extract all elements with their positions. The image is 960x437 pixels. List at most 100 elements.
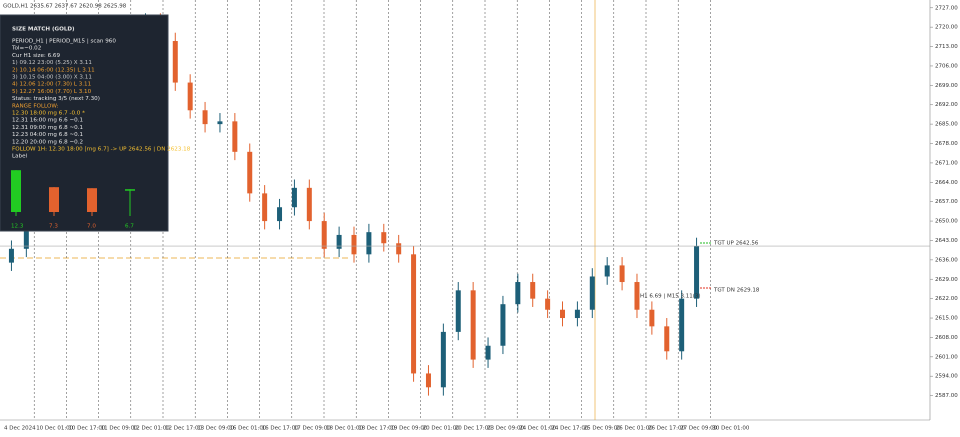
x-tick-label: 12 Dec 01:00 [133, 426, 170, 432]
y-tick-label: 2657.00 [935, 199, 958, 205]
x-tick-label: 26 Dec 17:00 [648, 426, 685, 432]
candle-body [560, 309, 566, 319]
y-tick-label: 2699.00 [935, 83, 958, 89]
candle-body [664, 326, 670, 352]
candle-body [336, 234, 342, 249]
candle-body [291, 187, 297, 208]
x-tick-label: 10 Dec 01:00 [36, 426, 73, 432]
y-tick-label: 2608.00 [935, 335, 958, 341]
x-tick-label: 16 Dec 01:00 [229, 426, 266, 432]
candle-body [277, 207, 283, 222]
candle-body [500, 304, 506, 346]
y-tick-label: 2685.00 [935, 122, 958, 128]
candle-body [306, 187, 312, 222]
y-tick-label: 2720.00 [935, 25, 958, 31]
candle-body [485, 345, 491, 360]
y-tick-label: 2615.00 [935, 316, 958, 322]
panel-line: Status: tracking 3/5 (next 7.30) [12, 96, 100, 102]
candle-body [172, 41, 178, 83]
x-tick-label: 20 Dec 17:00 [455, 426, 492, 432]
y-tick-label: 2671.00 [935, 160, 958, 166]
candle-body [440, 331, 446, 388]
y-tick-label: 2629.00 [935, 277, 958, 283]
candle-body [202, 110, 208, 125]
candle-body [530, 282, 536, 299]
y-tick-label: 2727.00 [935, 5, 958, 11]
panel-title: SIZE MATCH (GOLD) [12, 27, 75, 33]
candle-body [545, 298, 551, 310]
x-tick-label: 23 Dec 09:00 [487, 426, 524, 432]
mini-label: 7.0 [87, 224, 96, 230]
candle-body [366, 232, 372, 255]
candle-body [8, 248, 14, 263]
y-tick-label: 2601.00 [935, 354, 958, 360]
panel-line: 12.30 18:00 rng 6.7 -0.0 * [12, 111, 85, 117]
x-tick-label: 18 Dec 01:00 [326, 426, 363, 432]
y-tick-label: 2650.00 [935, 219, 958, 225]
candle-body [619, 265, 625, 283]
candle-body [262, 193, 268, 222]
x-tick-label: 17 Dec 09:00 [294, 426, 331, 432]
mini-candle [49, 187, 59, 212]
candle-body [381, 232, 387, 244]
mini-label: 6.7 [125, 224, 134, 230]
y-tick-label: 2622.00 [935, 296, 958, 302]
x-tick-label: 25 Dec 09:00 [584, 426, 621, 432]
candle-body [396, 243, 402, 255]
panel-line: FOLLOW 1H: 12.30 18:00 [rng 6.7] -> UP 2… [12, 147, 191, 153]
candle-body [411, 254, 417, 374]
panel-line: 12.20 20:00 rng 6.8 ~0.2 [12, 139, 83, 145]
panel-line: Tol=~0.02 [11, 46, 41, 52]
panel-line: 1) 09.12 23:00 (5.25) X 3.11 [12, 60, 92, 66]
candle-body [247, 151, 253, 194]
panel-line: 2) 10.14 06:00 (12.35) L 3.11 [12, 67, 95, 73]
panel-line: RANGE FOLLOW: [12, 103, 59, 109]
x-tick-label: 27 Dec 09:00 [680, 426, 717, 432]
candle-body [470, 290, 476, 360]
x-tick-label: 18 Dec 17:00 [358, 426, 395, 432]
x-tick-label: 13 Dec 09:00 [197, 426, 234, 432]
candle-body [515, 282, 521, 305]
info-panel [0, 14, 169, 232]
y-tick-label: 2664.00 [935, 180, 958, 186]
candle-body [232, 121, 238, 152]
y-tick-label: 2594.00 [935, 374, 958, 380]
y-tick-label: 2706.00 [935, 63, 958, 69]
candle-body [321, 221, 327, 249]
x-tick-label: 11 Dec 09:00 [101, 426, 138, 432]
x-tick-label: 24 Dec 01:00 [519, 426, 556, 432]
y-tick-label: 2678.00 [935, 141, 958, 147]
x-tick-label: 10 Dec 17:00 [68, 426, 105, 432]
candle-body [634, 282, 640, 310]
candle-body [589, 276, 595, 310]
panel-line: 4) 12.06 12:00 (7.30) L 3.11 [12, 82, 92, 88]
panel-line: 12.31 09:00 rng 6.8 ~0.1 [12, 125, 83, 131]
y-tick-label: 2587.00 [935, 393, 958, 399]
y-tick-label: 2692.00 [935, 102, 958, 108]
x-tick-label: 4 Dec 2024 [4, 426, 36, 432]
candle-body [187, 82, 193, 111]
candle-body [679, 298, 685, 352]
panel-line: Cur H1 size: 6.69 [12, 53, 60, 59]
panel-line: 12.31 16:00 rng 6.6 ~0.1 [12, 118, 83, 124]
symbol-title: GOLD,H1 2635.67 2637.67 2620.98 2625.98 [3, 4, 127, 10]
size-label: H1 6.69 | M15 3.11(3) [640, 294, 701, 300]
candle-body [649, 309, 655, 327]
candle-body [351, 234, 357, 255]
x-tick-label: 24 Dec 17:00 [551, 426, 588, 432]
x-tick-label: 20 Dec 01:00 [423, 426, 460, 432]
candle-body [574, 309, 580, 319]
x-tick-label: 26 Dec 01:00 [616, 426, 653, 432]
panel-line: 5) 12.27 16:00 (7.70) L 3.10 [12, 89, 92, 95]
y-tick-label: 2713.00 [935, 44, 958, 50]
panel-line: 3) 10.15 04:00 (3.00) X 3.11 [12, 75, 92, 81]
candle-body [455, 290, 461, 332]
mini-candle [87, 188, 97, 212]
panel-line: 12.23 04:00 rng 6.8 ~0.1 [12, 132, 83, 138]
x-tick-label: 19 Dec 09:00 [390, 426, 427, 432]
x-tick-label: 12 Dec 17:00 [165, 426, 202, 432]
mini-label: 7.3 [49, 224, 58, 230]
y-tick-label: 2643.00 [935, 238, 958, 244]
target-up-label: TGT UP 2642.56 [713, 241, 759, 247]
